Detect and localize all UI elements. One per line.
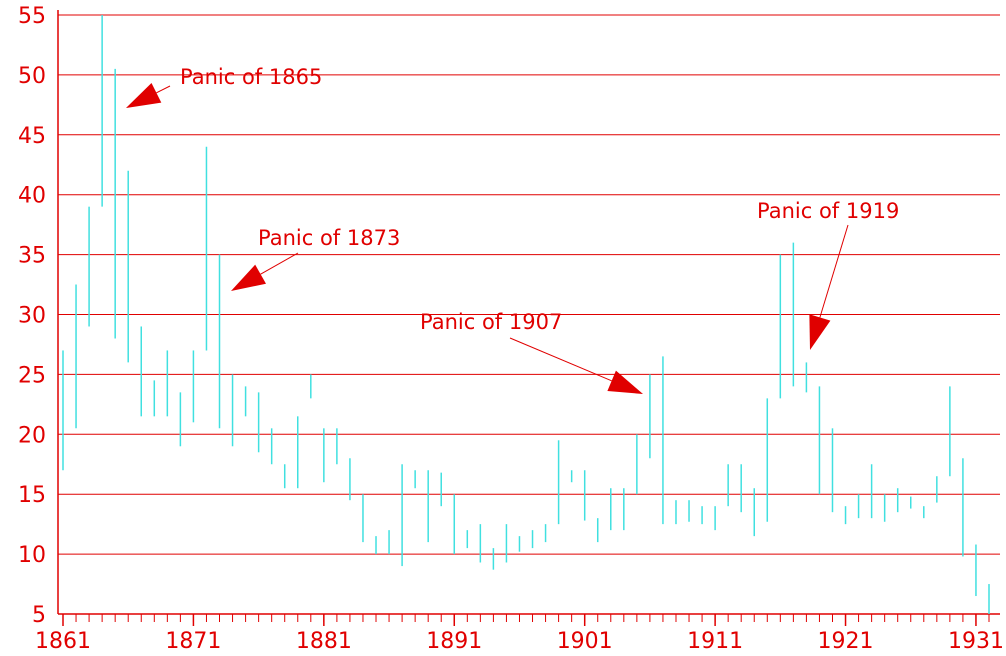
arrow-head <box>231 264 267 291</box>
y-tick-label: 20 <box>18 423 46 448</box>
x-tick-label: 1911 <box>687 629 743 654</box>
annotation: Panic of 1873 <box>258 226 400 250</box>
x-tick-label: 1891 <box>426 629 482 654</box>
arrow-shaft <box>509 337 612 382</box>
y-tick-label: 55 <box>18 4 46 29</box>
y-tick-label: 5 <box>32 603 46 628</box>
y-tick-label: 35 <box>18 244 46 269</box>
x-tick-label: 1861 <box>35 629 91 654</box>
y-tick-label: 10 <box>18 543 46 568</box>
y-tick-label: 45 <box>18 124 46 149</box>
arrow-head <box>126 82 162 108</box>
annotation: Panic of 1865 <box>180 65 322 89</box>
x-tick-label: 1881 <box>296 629 352 654</box>
annotation: Panic of 1919 <box>757 199 899 223</box>
arrow-shaft <box>819 224 849 318</box>
y-tick-label: 40 <box>18 184 46 209</box>
y-tick-label: 15 <box>18 483 46 508</box>
arrow-head <box>607 370 643 394</box>
annotation: Panic of 1907 <box>420 310 562 334</box>
y-tick-label: 30 <box>18 304 46 329</box>
arrow-shaft <box>156 85 171 94</box>
x-tick-label: 1871 <box>165 629 221 654</box>
arrow-head <box>809 314 831 350</box>
arrow-shaft <box>260 252 299 275</box>
x-tick-label: 1921 <box>818 629 874 654</box>
y-tick-label: 50 <box>18 64 46 89</box>
x-tick-label: 1931 <box>948 629 1004 654</box>
y-tick-label: 25 <box>18 363 46 388</box>
x-tick-label: 1901 <box>557 629 613 654</box>
